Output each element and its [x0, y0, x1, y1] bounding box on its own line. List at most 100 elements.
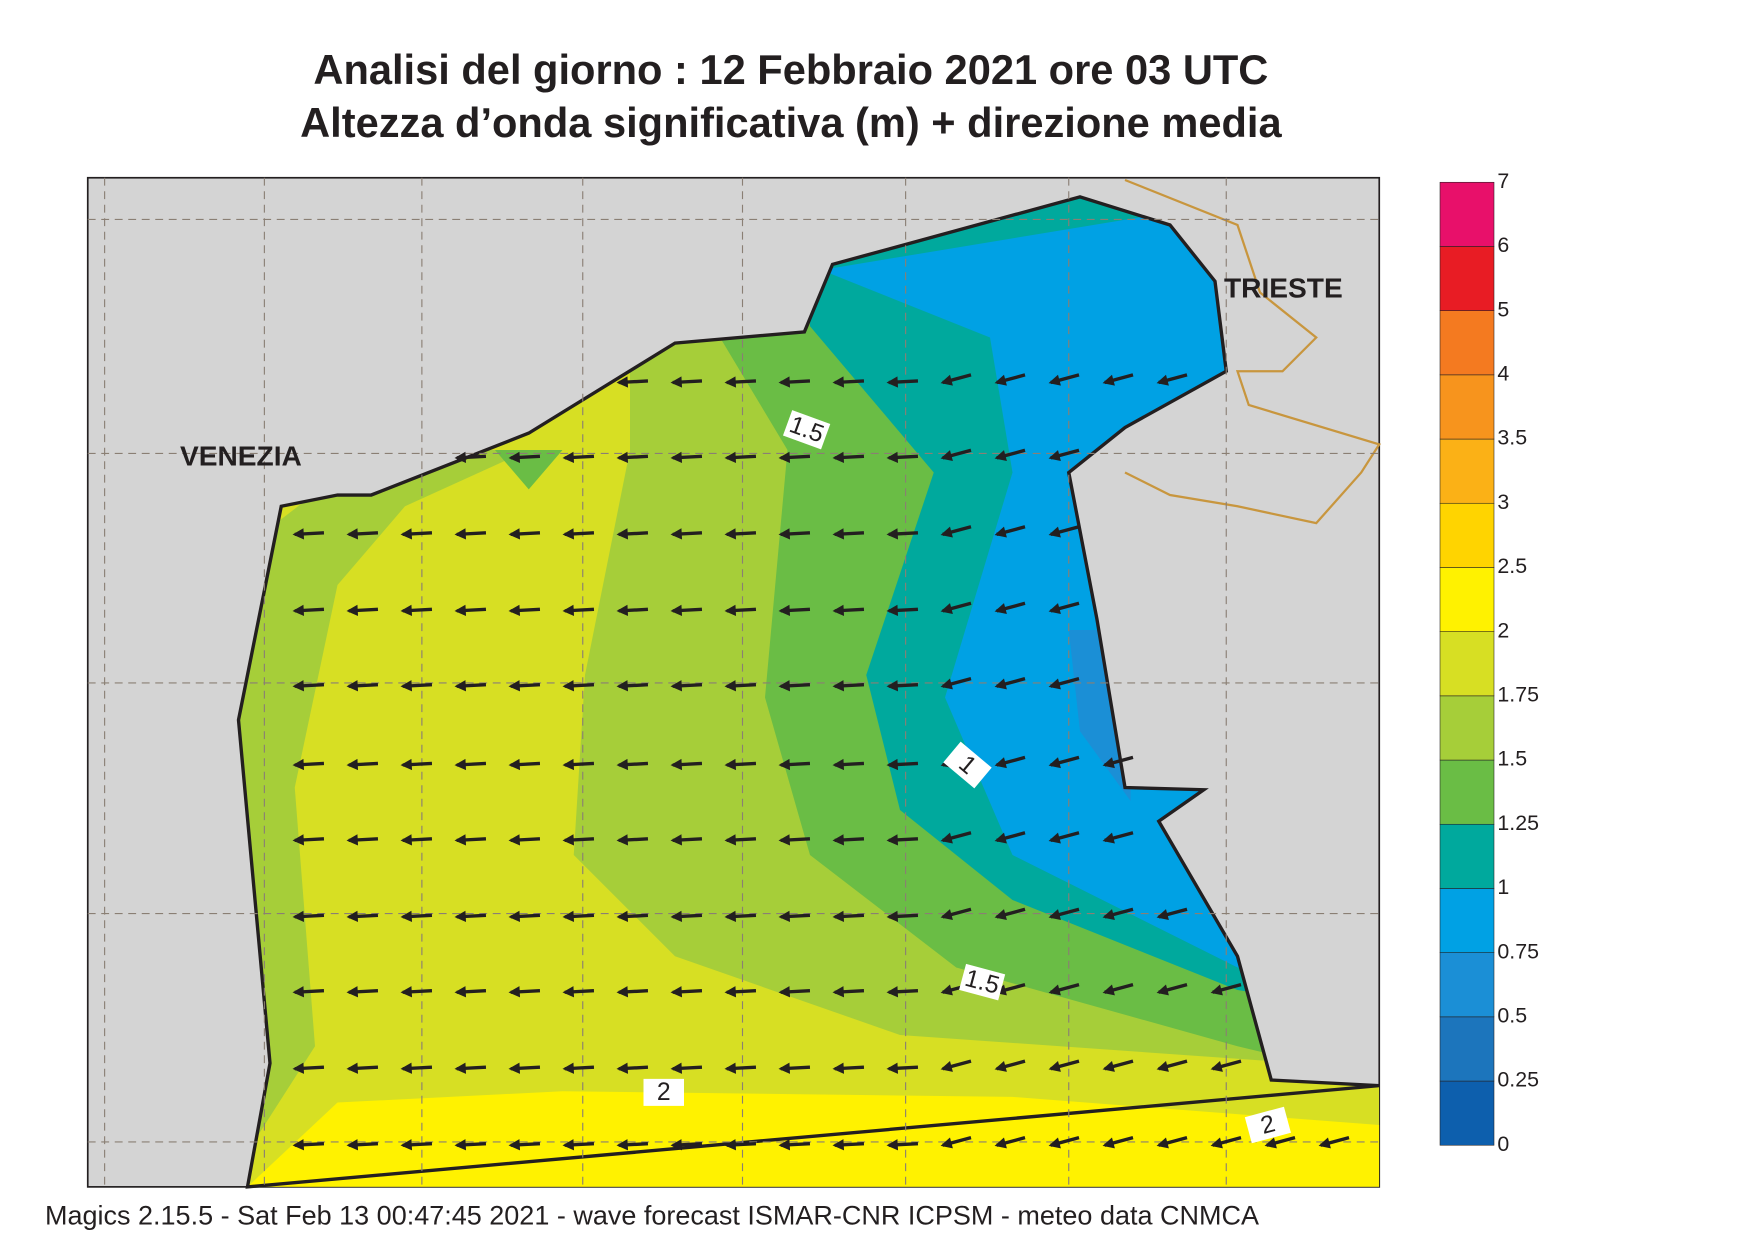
arrow-head — [1048, 678, 1061, 690]
arrow-head — [508, 758, 521, 771]
wave-arrow — [562, 910, 595, 923]
wave-arrow — [1102, 983, 1134, 996]
wave-arrow — [886, 680, 919, 692]
wave-arrow — [508, 834, 541, 846]
arrow-head — [346, 604, 359, 617]
arrow-head — [940, 526, 953, 538]
wave-arrow — [454, 834, 487, 846]
arrow-head — [886, 1139, 899, 1151]
arrow-head — [724, 604, 737, 617]
wave-arrow — [670, 528, 703, 540]
wave-arrow — [724, 528, 757, 540]
colorbar-label: 6 — [1497, 233, 1509, 257]
wave-arrow — [562, 758, 595, 771]
arrow-head — [1048, 832, 1061, 844]
wave-arrow — [724, 758, 757, 771]
arrow-head — [940, 374, 953, 386]
wave-arrow — [724, 376, 757, 388]
wave-arrow — [346, 758, 379, 771]
footer: Magics 2.15.5 - Sat Feb 13 00:47:45 2021… — [45, 1200, 1259, 1230]
wave-arrow — [562, 451, 595, 464]
arrow-head — [832, 910, 845, 923]
arrow-head — [724, 1139, 737, 1151]
arrow-head — [778, 834, 791, 846]
arrow-head — [886, 376, 899, 388]
arrow-head — [400, 910, 413, 923]
arrow-head — [670, 1062, 683, 1074]
colorbar-label: 0.25 — [1497, 1068, 1539, 1092]
wave-arrow — [940, 601, 972, 614]
wave-arrow — [1048, 677, 1080, 690]
wave-arrow — [616, 758, 649, 771]
wave-arrow — [508, 604, 541, 617]
wave-arrow — [724, 834, 757, 846]
wave-arrow — [670, 834, 703, 846]
arrow-head — [940, 984, 953, 996]
zone — [495, 450, 563, 490]
coastline — [236, 195, 1380, 1189]
wave-arrow — [346, 680, 379, 692]
arrow-head — [400, 986, 413, 998]
arrow-head — [508, 986, 521, 998]
arrow-head — [508, 528, 521, 540]
wave-arrow — [886, 451, 919, 464]
arrow-head — [508, 1139, 521, 1151]
wave-arrow — [1048, 907, 1080, 920]
arrow-head — [616, 910, 629, 923]
arrow-head — [670, 986, 683, 998]
arrow-head — [1102, 374, 1115, 386]
arrow-head — [994, 832, 1007, 844]
wave-arrow — [1048, 448, 1080, 461]
zone — [238, 450, 529, 1187]
wave-arrow — [508, 528, 541, 540]
wave-arrow — [292, 834, 325, 846]
arrow-head — [508, 910, 521, 923]
arrow-head — [778, 376, 791, 388]
wave-arrow — [616, 680, 649, 692]
arrow-head — [886, 528, 899, 540]
colorbar-label: 5 — [1497, 297, 1509, 321]
arrow-head — [994, 450, 1007, 461]
wave-arrow — [292, 528, 325, 540]
arrow-head — [994, 1060, 1007, 1072]
arrow-head — [508, 680, 521, 692]
wave-arrow — [940, 831, 972, 844]
arrow-head — [1048, 909, 1061, 920]
arrow-head — [994, 678, 1007, 690]
arrow-head — [1264, 1137, 1277, 1149]
arrow-head — [670, 910, 683, 923]
arrow-head — [616, 834, 629, 846]
arrow-head — [292, 528, 305, 540]
wave-arrow — [832, 376, 865, 388]
arrow-head — [292, 1062, 305, 1074]
arrow-head — [1210, 1060, 1223, 1072]
wave-arrow — [940, 907, 972, 920]
wave-arrow — [400, 1139, 433, 1151]
arrow-head — [832, 604, 845, 617]
arrow-head — [832, 986, 845, 998]
wave-arrow — [886, 604, 919, 617]
colorbar-label: 1.25 — [1497, 811, 1539, 835]
arrow-head — [832, 528, 845, 540]
colorbar-band — [1439, 374, 1495, 440]
arrow-head — [778, 528, 791, 540]
arrow-head — [1048, 757, 1061, 769]
arrow-head — [292, 604, 305, 617]
wave-arrow — [832, 451, 865, 464]
arrow-head — [346, 1062, 359, 1074]
wave-arrow — [1048, 983, 1080, 996]
wave-arrow — [940, 448, 972, 461]
wave-arrow — [724, 604, 757, 617]
arrow-head — [616, 1139, 629, 1151]
colorbar-band — [1439, 823, 1495, 889]
arrow-head — [994, 1137, 1007, 1149]
wave-arrow — [508, 758, 541, 771]
colorbar-label: 1 — [1497, 875, 1509, 899]
wave-arrow — [778, 451, 811, 464]
arrow-head — [346, 910, 359, 923]
colorbar-band — [1439, 502, 1495, 568]
wave-arrow — [616, 910, 649, 923]
arrow-head — [886, 834, 899, 846]
arrow-head — [940, 1060, 953, 1072]
arrow-head — [346, 834, 359, 846]
